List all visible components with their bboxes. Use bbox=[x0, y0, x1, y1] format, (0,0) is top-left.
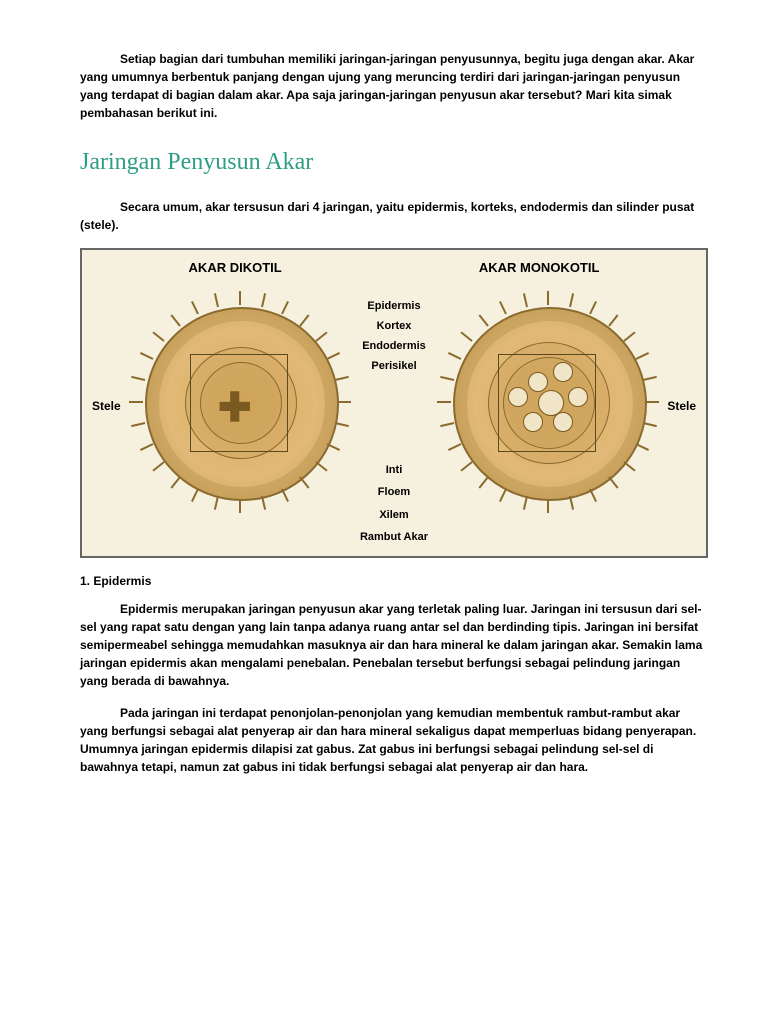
stele-label-right: Stele bbox=[667, 397, 696, 415]
root-diagram: AKAR DIKOTIL AKAR MONOKOTIL Stele ✚ Epid… bbox=[80, 248, 708, 558]
section-1-p1: Epidermis merupakan jaringan penyusun ak… bbox=[80, 600, 708, 690]
lbl-kortex: Kortex bbox=[377, 320, 412, 332]
diagram-head-right: AKAR MONOKOTIL bbox=[479, 258, 600, 278]
intro-paragraph: Setiap bagian dari tumbuhan memiliki jar… bbox=[80, 50, 708, 122]
monocot-cell: Stele bbox=[438, 282, 698, 532]
page-title: Jaringan Penyusun Akar bbox=[80, 144, 708, 180]
bottom-label-stack: Inti Floem Xilem bbox=[349, 462, 439, 524]
diagram-head-left: AKAR DIKOTIL bbox=[189, 258, 282, 278]
section-1-heading: 1. Epidermis bbox=[80, 572, 708, 590]
lbl-floem: Floem bbox=[378, 484, 410, 501]
lbl-xilem: Xilem bbox=[379, 507, 408, 524]
section-1-p2: Pada jaringan ini terdapat penonjolan-pe… bbox=[80, 704, 708, 776]
lbl-inti: Inti bbox=[386, 462, 403, 479]
lbl-perisikel: Perisikel bbox=[371, 360, 416, 372]
stele-label-left: Stele bbox=[92, 397, 121, 415]
summary-paragraph: Secara umum, akar tersusun dari 4 jaring… bbox=[80, 198, 708, 234]
dicot-cell: Stele ✚ bbox=[90, 282, 350, 532]
lbl-epidermis: Epidermis bbox=[367, 300, 420, 312]
lbl-endodermis: Endodermis bbox=[362, 340, 426, 352]
